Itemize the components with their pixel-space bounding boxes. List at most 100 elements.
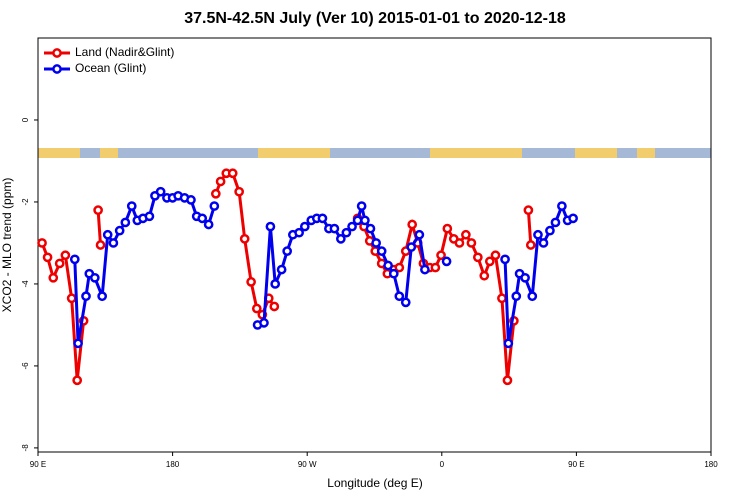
data-point xyxy=(525,240,536,250)
data-point xyxy=(294,227,304,238)
data-point xyxy=(376,246,387,256)
data-point xyxy=(484,256,495,267)
data-point xyxy=(523,205,534,216)
data-point xyxy=(454,238,465,248)
legend-marker xyxy=(52,48,62,58)
data-point xyxy=(269,301,280,312)
data-point xyxy=(394,291,405,302)
map-strip xyxy=(38,148,711,158)
data-point xyxy=(503,338,514,349)
chart-title: 37.5N-42.5N July (Ver 10) 2015-01-01 to … xyxy=(184,10,566,27)
data-point xyxy=(120,217,131,228)
data-point xyxy=(155,186,166,197)
x-tick-label: 90 E xyxy=(30,460,46,469)
data-point xyxy=(251,303,262,314)
data-point xyxy=(441,256,452,267)
data-point xyxy=(360,215,370,226)
y-tick-label: -4 xyxy=(21,280,30,288)
data-point xyxy=(388,268,399,279)
data-point xyxy=(329,223,340,234)
data-point xyxy=(69,254,80,265)
data-point xyxy=(282,246,293,256)
data-point xyxy=(356,201,367,211)
data-point xyxy=(276,264,287,275)
x-tick-label: 90 W xyxy=(298,460,317,469)
data-point xyxy=(414,229,425,240)
data-point xyxy=(114,225,125,236)
data-point xyxy=(126,201,137,211)
data-point xyxy=(545,225,555,236)
data-point xyxy=(490,250,501,261)
data-point xyxy=(568,213,578,224)
x-tick-label: 0 xyxy=(440,460,445,469)
data-point xyxy=(186,195,196,205)
series-line xyxy=(356,217,516,381)
data-point xyxy=(420,264,430,275)
data-point xyxy=(246,277,256,287)
data-point xyxy=(520,272,530,283)
legend-label: Ocean (Glint) xyxy=(75,61,146,75)
data-point xyxy=(336,234,346,244)
data-point xyxy=(97,291,108,302)
series-line xyxy=(526,210,533,246)
data-point xyxy=(347,221,357,232)
data-point xyxy=(442,223,453,234)
data-point xyxy=(479,270,490,281)
data-point xyxy=(234,186,245,197)
data-point xyxy=(497,293,507,304)
x-tick-label: 180 xyxy=(704,460,718,469)
data-point xyxy=(466,238,477,248)
data-point xyxy=(527,291,538,302)
data-point xyxy=(81,291,91,302)
data-point xyxy=(60,250,71,261)
legend-label: Land (Nadir&Glint) xyxy=(75,45,174,59)
data-point xyxy=(538,238,549,248)
data-point xyxy=(144,211,155,222)
data-point xyxy=(108,238,119,248)
data-point xyxy=(550,217,561,228)
y-axis-label: XCO2 - MLO trend (ppm) xyxy=(0,178,14,313)
data-point xyxy=(102,229,113,240)
data-point xyxy=(209,201,220,211)
y-tick-label: 0 xyxy=(21,117,30,122)
data-point xyxy=(394,262,405,273)
legend-marker xyxy=(52,64,62,74)
data-point xyxy=(95,240,106,250)
data-point xyxy=(73,338,83,349)
data-point xyxy=(93,205,103,216)
data-point xyxy=(203,219,214,230)
data-point xyxy=(400,297,411,308)
data-point xyxy=(215,176,226,187)
data-point xyxy=(66,293,77,304)
data-point xyxy=(210,188,221,199)
series-line xyxy=(96,210,103,246)
data-point xyxy=(37,238,47,248)
data-point xyxy=(227,168,238,179)
data-point xyxy=(511,291,522,302)
x-axis-label: Longitude (deg E) xyxy=(327,476,422,490)
data-point xyxy=(533,229,543,240)
data-point xyxy=(48,272,59,283)
data-point xyxy=(436,250,446,261)
data-point xyxy=(502,375,513,386)
data-point xyxy=(259,318,269,328)
data-point xyxy=(89,272,100,283)
data-point xyxy=(317,213,328,224)
y-tick-label: -6 xyxy=(21,362,30,370)
x-tick-label: 180 xyxy=(166,460,180,469)
data-point xyxy=(371,238,381,248)
data-point xyxy=(383,260,393,271)
data-point xyxy=(365,223,376,234)
data-point xyxy=(500,254,510,265)
data-point xyxy=(406,242,417,252)
data-point xyxy=(72,375,83,386)
x-tick-label: 90 E xyxy=(568,460,584,469)
data-point xyxy=(557,201,567,211)
data-point xyxy=(265,221,276,232)
data-point xyxy=(42,252,53,263)
data-point xyxy=(299,221,310,232)
data-point xyxy=(341,227,352,238)
data-point xyxy=(270,279,281,289)
y-tick-label: -8 xyxy=(21,444,30,452)
